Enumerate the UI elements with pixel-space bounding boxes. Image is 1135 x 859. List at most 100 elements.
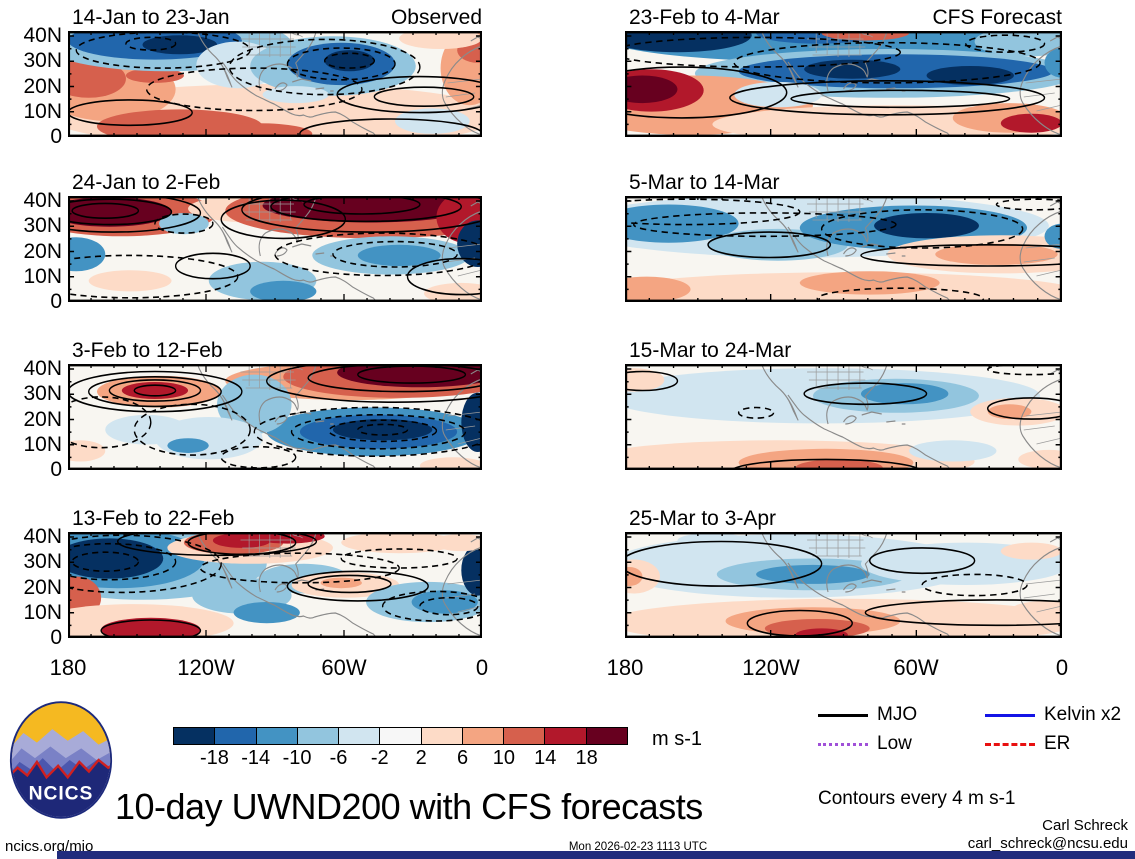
- legend-item-er: ER: [985, 733, 1121, 754]
- y-axis-label: 40N: [23, 525, 62, 548]
- map-panel: 24-Jan to 2-Feb: [68, 169, 482, 302]
- wave-contours: [625, 198, 1062, 302]
- legend-item-kelvin: Kelvin x2: [985, 704, 1122, 725]
- colorbar-tick-label: -6: [329, 747, 348, 769]
- y-axis-label: 30N: [23, 382, 62, 405]
- panel-header: 24-Jan to 2-Feb: [68, 169, 482, 196]
- panel-column-heading: CFS Forecast: [932, 6, 1062, 29]
- panel-header: 23-Feb to 4-Mar CFS Forecast: [625, 4, 1062, 31]
- panel-header: 15-Mar to 24-Mar: [625, 337, 1062, 364]
- author-credit: Carl Schreck: [1042, 817, 1128, 834]
- legend-item-low: Low: [818, 733, 985, 754]
- colorbar-cell: [174, 728, 215, 744]
- colorbar-units: m s-1: [652, 728, 702, 750]
- map-panel: 5-Mar to 14-Mar: [625, 169, 1062, 302]
- site-url: ncics.org/mjo: [5, 838, 94, 855]
- y-axis-label: 30N: [23, 550, 62, 573]
- y-axis-label: 0: [50, 125, 62, 148]
- panel-border: [625, 196, 1062, 302]
- y-axis-label: 30N: [23, 214, 62, 237]
- kelvin-line-icon: [985, 713, 1035, 717]
- panel-border: [625, 532, 1062, 638]
- er-line-icon: [985, 742, 1035, 746]
- colorbar-tick-label: 18: [575, 747, 598, 769]
- wave-contours: [68, 196, 482, 299]
- y-axis-label: 40N: [23, 24, 62, 47]
- x-axis-label: 0: [475, 655, 489, 680]
- map-panel: 15-Mar to 24-Mar: [625, 337, 1062, 470]
- legend-label: Kelvin x2: [1044, 704, 1122, 725]
- colorbar-cell: [214, 728, 256, 744]
- colorbar-tick-label: 2: [415, 747, 427, 769]
- colorbar-tick-label: 6: [456, 747, 469, 769]
- map-plot: [68, 196, 482, 302]
- y-axis-label: 20N: [23, 408, 62, 431]
- bottom-bar: [57, 851, 1135, 859]
- x-axis-label: 0: [1055, 655, 1069, 680]
- map-panel: 3-Feb to 12-Feb: [68, 337, 482, 470]
- y-axis-label: 40N: [23, 189, 62, 212]
- map-plot: [625, 532, 1062, 638]
- colorbar-tick-label: -18: [199, 747, 229, 769]
- generation-timestamp: Mon 2026-02-23 1113 UTC: [568, 841, 708, 853]
- panel-column-heading: Observed: [390, 6, 482, 29]
- y-axis-label: 10N: [23, 433, 62, 456]
- panel-border: [68, 196, 482, 302]
- map-plot: [68, 364, 482, 470]
- map-plot: [625, 196, 1062, 302]
- colorbar-cell: [379, 728, 421, 744]
- legend-label: ER: [1044, 733, 1071, 754]
- map-panel: 25-Mar to 3-Apr: [625, 505, 1062, 638]
- legend-item-mjo: MJO: [818, 704, 985, 725]
- colorbar-cell: [544, 728, 586, 744]
- y-axis-label: 20N: [23, 75, 62, 98]
- figure-title: 10-day UWND200 with CFS forecasts: [115, 786, 703, 827]
- wave-contours: [68, 532, 482, 638]
- panel-title: 14-Jan to 23-Jan: [72, 6, 230, 29]
- panel-header: 13-Feb to 22-Feb: [68, 505, 482, 532]
- anomaly-shading: [625, 368, 1062, 470]
- legend-label: Low: [877, 733, 912, 754]
- colorbar-cell: [420, 728, 462, 744]
- colorbar-cell: [296, 728, 339, 744]
- panel-title: 23-Feb to 4-Mar: [629, 6, 780, 29]
- colorbar-tick-label: -10: [282, 747, 312, 769]
- colorbar-cell: [503, 728, 545, 744]
- colorbar-cell: [461, 728, 504, 744]
- panel-border: [68, 532, 482, 638]
- colorbar-tick-label: -14: [241, 747, 271, 769]
- ncics-logo: NCICS: [9, 701, 113, 819]
- x-axis-label: 180: [49, 655, 87, 680]
- colorbar: -18 -14 -10 -6 -2 2 6 10 14 18: [173, 727, 628, 769]
- colorbar-tick-label: 10: [492, 747, 516, 769]
- author-email: carl_schreck@ncsu.edu: [967, 835, 1128, 852]
- state-borders: [807, 532, 1062, 613]
- y-axis-label: 20N: [23, 240, 62, 263]
- wave-contours: [625, 540, 1062, 637]
- coastlines: [761, 196, 1062, 302]
- coastlines: [761, 31, 1062, 137]
- panel-title: 24-Jan to 2-Feb: [72, 171, 221, 194]
- wave-legend: MJO Kelvin x2 Low ER: [818, 704, 1122, 754]
- y-axis-label: 40N: [23, 357, 62, 380]
- colorbar-cell: [338, 728, 380, 744]
- y-axis-label: 10N: [23, 601, 62, 624]
- y-axis-label: 10N: [23, 100, 62, 123]
- legend-label: MJO: [877, 704, 918, 725]
- colorbar-cell: [585, 728, 627, 744]
- map-plot: [625, 364, 1062, 470]
- y-axis-label: 0: [50, 458, 62, 481]
- panel-header: 14-Jan to 23-Jan Observed: [68, 4, 482, 31]
- x-axis-label: 180: [606, 655, 644, 680]
- panel-border: [625, 31, 1062, 137]
- panel-header: 25-Mar to 3-Apr: [625, 505, 1062, 532]
- panel-title: 13-Feb to 22-Feb: [72, 507, 235, 530]
- map-plot: [625, 31, 1062, 137]
- map-panel: 23-Feb to 4-Mar CFS Forecast: [625, 4, 1062, 137]
- logo-text: NCICS: [29, 784, 94, 805]
- wave-contours: [68, 364, 482, 469]
- y-axis-label: 20N: [23, 576, 62, 599]
- panel-title: 15-Mar to 24-Mar: [629, 339, 792, 362]
- mjo-line-icon: [818, 713, 868, 717]
